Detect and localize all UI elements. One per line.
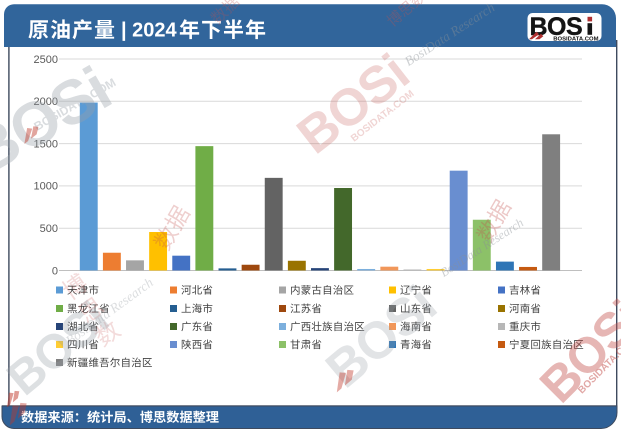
- svg-text:BOSIDATA.COM: BOSIDATA.COM: [553, 36, 598, 42]
- svg-text:2500: 2500: [34, 54, 58, 66]
- svg-text:0: 0: [52, 265, 58, 277]
- svg-text:BOS: BOS: [530, 13, 583, 41]
- svg-text:| 2024: | 2024: [121, 20, 178, 42]
- svg-text:1500: 1500: [34, 138, 58, 150]
- svg-text:2000: 2000: [34, 96, 58, 108]
- svg-text:1000: 1000: [34, 181, 58, 193]
- svg-text:500: 500: [40, 223, 58, 235]
